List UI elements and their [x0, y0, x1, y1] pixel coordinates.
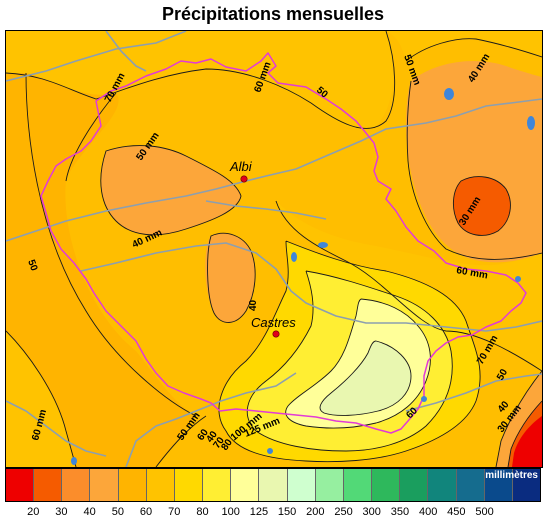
zone-60-north [6, 31, 394, 130]
lake-southeast [421, 396, 427, 402]
legend-swatch [287, 469, 316, 501]
legend-tick: 50 [111, 506, 124, 518]
legend-swatch [456, 469, 485, 501]
zone-60-southwest [6, 331, 76, 467]
precipitation-map: 70 mm 60 mm 50 mm 50 40 mm 50 mm 40 mm 5… [6, 31, 542, 467]
river-dadou [205, 200, 327, 220]
legend-tick: 100 [221, 506, 240, 518]
zone-30-east [453, 176, 511, 236]
zone-60-northeast [386, 31, 542, 61]
legend-swatch [231, 469, 260, 501]
contour-label: 50 [495, 367, 510, 383]
legend-swatch [62, 469, 91, 501]
contour-label: 40 [248, 299, 259, 311]
river-south [125, 372, 297, 467]
contour-50-east [405, 38, 542, 62]
lake-sw [71, 457, 77, 465]
contour-label: 60 mm [455, 265, 488, 281]
lake-e2 [515, 276, 521, 282]
legend-tick: 30 [55, 506, 68, 518]
contour-label: 50 mm [401, 53, 422, 87]
precipitation-zones [6, 31, 542, 467]
contour-50-north [65, 92, 117, 182]
legend-tick: 70 [168, 506, 181, 518]
river-southeast [405, 373, 542, 412]
cities: Albi Castres [229, 159, 296, 338]
lake-e [527, 116, 535, 130]
contour-125 [319, 340, 412, 416]
contour-label: 70 mm [475, 333, 500, 366]
legend-swatch [512, 469, 540, 501]
contour-label: 50 [25, 258, 39, 273]
contour-40-west [100, 145, 242, 236]
zone-20-southeast [512, 416, 542, 467]
river-north [6, 31, 187, 82]
legend-swatch [6, 469, 35, 501]
legend-tick: 500 [475, 506, 494, 518]
city-marker-castres [272, 330, 280, 338]
legend-swatch [146, 469, 175, 501]
legend-swatch [484, 469, 513, 501]
lake-center [318, 242, 328, 248]
legend-swatch [259, 469, 288, 501]
legend-tick: 40 [83, 506, 96, 518]
legend-tick: 60 [139, 506, 153, 518]
river-tarn [6, 98, 542, 242]
lake-south [267, 448, 273, 454]
river-north-2 [105, 31, 147, 72]
zone-40-center-west [100, 145, 241, 235]
legend-swatch [90, 469, 119, 501]
river-agout [80, 242, 542, 332]
legend-tick: 200 [306, 506, 325, 518]
color-legend [5, 468, 541, 502]
contour-30-southeast [507, 400, 542, 467]
city-label-albi: Albi [229, 159, 253, 174]
zone-40-center [205, 233, 256, 323]
map-area: 70 mm 60 mm 50 mm 50 40 mm 50 mm 40 mm 5… [5, 30, 543, 468]
contour-40-southeast [495, 370, 542, 467]
legend-tick-labels: 20 30 40 50 60 70 80 100 125 150 200 250 300 350 400 45… [5, 506, 541, 522]
legend-swatch [203, 469, 232, 501]
lake-center-2 [291, 252, 297, 262]
river-southwest [6, 400, 107, 457]
legend-unit-label: millimètres [485, 470, 538, 481]
contour-100 [285, 298, 431, 429]
lake-ne [444, 88, 454, 100]
legend-tick: 20 [27, 506, 40, 518]
legend-swatch [315, 469, 344, 501]
contour-40-center [207, 232, 256, 323]
legend-swatch [343, 469, 373, 501]
contour-60-east [275, 200, 542, 372]
contour-lines [6, 31, 542, 467]
legend-tick: 150 [277, 506, 297, 518]
legend-tick: 250 [334, 506, 353, 518]
legend-tick: 350 [390, 506, 410, 518]
legend-swatch [428, 469, 457, 501]
legend-tick: 125 [249, 506, 269, 518]
legend-tick: 80 [196, 506, 209, 518]
contour-60-north [6, 31, 396, 129]
legend-swatch [372, 469, 401, 501]
legend-swatch [400, 469, 429, 501]
legend-tick: 300 [362, 506, 381, 518]
map-title: Précipitations mensuelles [161, 4, 385, 24]
city-label-castres: Castres [251, 315, 296, 330]
contour-50-south [155, 415, 207, 467]
lakes [71, 88, 535, 465]
legend-swatch [34, 469, 63, 501]
legend-tick: 450 [447, 506, 466, 518]
legend-tick: 400 [418, 506, 438, 518]
contour-50-west [25, 72, 197, 417]
legend-swatch [174, 469, 204, 501]
contour-60-southwest [6, 330, 77, 467]
legend-swatch [118, 469, 147, 501]
contour-80 [246, 270, 453, 452]
contour-70 [218, 240, 481, 463]
department-border [40, 52, 527, 434]
contour-40-east [406, 80, 542, 260]
zone-125 [320, 341, 411, 416]
contour-30-east [453, 176, 511, 236]
rivers [6, 31, 542, 467]
city-marker-albi [240, 175, 248, 183]
